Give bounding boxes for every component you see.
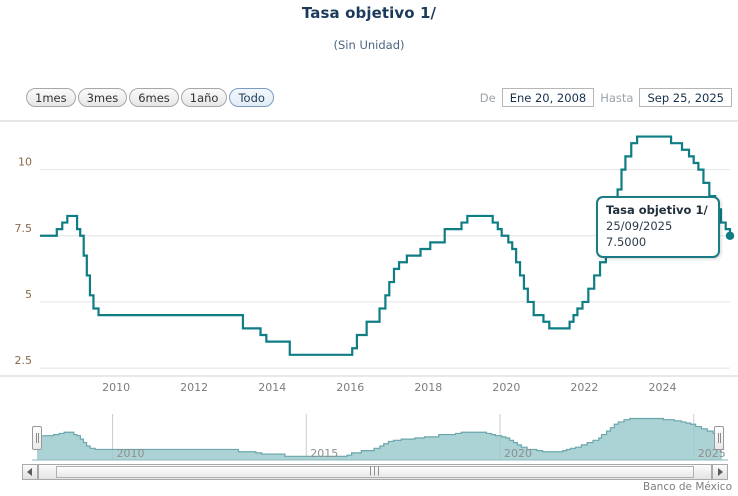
- navigator-series-line: [37, 417, 723, 457]
- range-button-3mes[interactable]: 3mes: [77, 88, 128, 107]
- from-label: De: [479, 90, 496, 105]
- navigator-year-label: 2010: [117, 447, 145, 460]
- datapoint-tooltip: Tasa objetivo 1/ 25/09/2025 7.5000: [596, 196, 720, 258]
- x-axis-tick-label: 2024: [648, 381, 676, 394]
- tooltip-date: 25/09/2025: [606, 219, 673, 233]
- chart-subtitle: (Sin Unidad): [333, 38, 405, 52]
- navigator[interactable]: 2010 2015 2020 2025: [0, 408, 738, 468]
- range-button-1año[interactable]: 1año: [180, 88, 228, 107]
- navigator-year-label: 2025: [698, 447, 726, 460]
- range-button-6mes[interactable]: 6mes: [129, 88, 179, 107]
- navigator-year-label: 2020: [504, 447, 532, 460]
- scrollbar-thumb[interactable]: |||: [56, 466, 694, 478]
- tooltip-title: Tasa objetivo 1/: [606, 203, 708, 217]
- scrollbar-track[interactable]: |||: [38, 464, 712, 480]
- navigator-handle-right[interactable]: [714, 426, 724, 450]
- navigator-handle-left[interactable]: [32, 426, 42, 450]
- x-axis-tick-label: 2012: [180, 381, 208, 394]
- x-axis-tick-label: 2010: [102, 381, 130, 394]
- page-title: Tasa objetivo 1/: [301, 4, 437, 22]
- main-chart-svg[interactable]: 2.5 5 7.5 10 2010 2012 2014 2016 2018 2020 2022 202…: [0, 118, 738, 396]
- y-axis-tick-label: 10: [18, 156, 32, 169]
- horizontal-scrollbar[interactable]: |||: [22, 464, 728, 480]
- from-date-input[interactable]: Ene 20, 2008: [501, 88, 595, 107]
- range-button-1mes[interactable]: 1mes: [26, 88, 76, 107]
- scrollbar-grip-icon: |||: [368, 466, 382, 477]
- navigator-year-label: 2015: [310, 447, 338, 460]
- x-axis-tick-label: 2022: [570, 381, 598, 394]
- y-axis-tick-label: 2.5: [15, 354, 33, 367]
- range-selector-row: 1mes 3mes 6mes 1año Todo De Ene 20, 2008 Has…: [0, 88, 738, 110]
- scroll-right-arrow-icon[interactable]: [712, 464, 728, 480]
- source-credit: Banco de México: [643, 481, 732, 493]
- y-axis-tick-label: 5: [25, 288, 32, 301]
- x-axis-tick-label: 2014: [258, 381, 286, 394]
- range-buttons: 1mes 3mes 6mes 1año Todo: [26, 88, 274, 107]
- plot-area[interactable]: 2.5 5 7.5 10 2010 2012 2014 2016 2018 2020 2022 202…: [0, 118, 738, 396]
- scroll-left-arrow-icon[interactable]: [22, 464, 38, 480]
- y-axis-tick-label: 7.5: [15, 222, 33, 235]
- navigator-svg[interactable]: 2010 2015 2020 2025: [0, 408, 738, 468]
- x-axis-tick-label: 2016: [336, 381, 364, 394]
- series-line: [40, 135, 732, 356]
- date-range-inputs: De Ene 20, 2008 Hasta Sep 25, 2025: [480, 88, 732, 107]
- x-axis-tick-label: 2018: [414, 381, 442, 394]
- range-button-todo[interactable]: Todo: [229, 88, 274, 107]
- tooltip-value: 7.5000: [606, 235, 647, 249]
- last-point-marker[interactable]: [725, 231, 735, 240]
- to-date-input[interactable]: Sep 25, 2025: [639, 88, 732, 107]
- x-axis-tick-label: 2020: [492, 381, 520, 394]
- to-label: Hasta: [600, 90, 634, 105]
